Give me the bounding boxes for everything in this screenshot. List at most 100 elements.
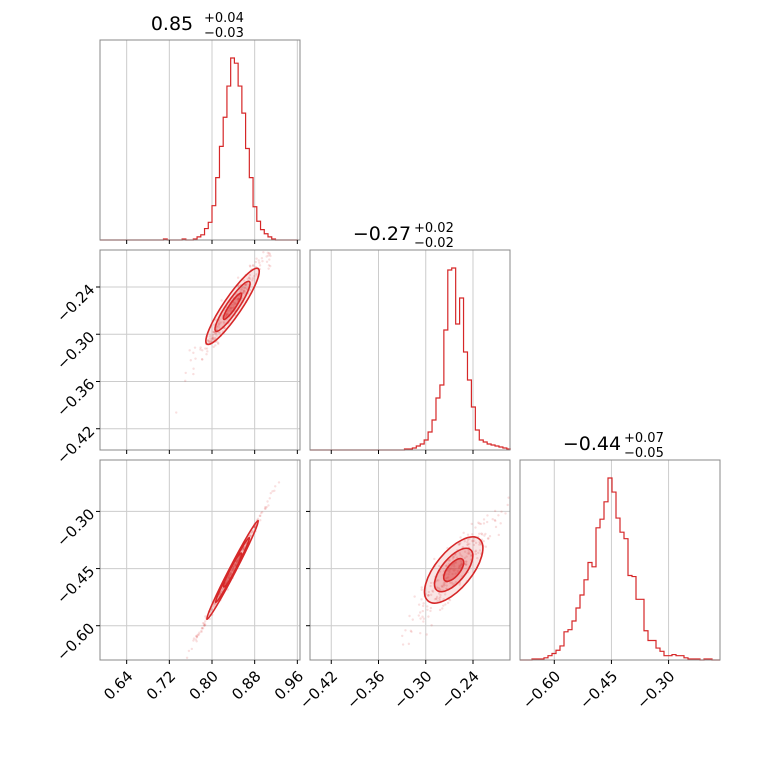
sample-point bbox=[245, 283, 248, 287]
sample-point bbox=[447, 575, 450, 579]
sample-point bbox=[213, 331, 216, 334]
sample-point bbox=[431, 589, 434, 592]
sample-point bbox=[229, 574, 232, 577]
sample-point bbox=[219, 321, 223, 324]
sample-point bbox=[435, 597, 438, 601]
sample-point bbox=[229, 572, 232, 575]
sample-point bbox=[246, 277, 249, 281]
sample-point bbox=[248, 264, 252, 267]
sample-point bbox=[227, 309, 230, 312]
sample-point bbox=[435, 586, 439, 589]
sample-point bbox=[235, 560, 238, 563]
sample-point bbox=[454, 553, 457, 557]
sample-point bbox=[429, 609, 432, 613]
sample-point bbox=[452, 569, 456, 572]
sample-point bbox=[231, 568, 234, 572]
sample-point bbox=[229, 306, 233, 309]
sample-point bbox=[479, 542, 482, 545]
sample-point bbox=[482, 540, 485, 543]
sample-point bbox=[271, 490, 274, 493]
sample-point bbox=[472, 543, 476, 547]
sample-point bbox=[200, 627, 204, 630]
sample-point bbox=[458, 543, 461, 546]
sample-point bbox=[409, 629, 413, 633]
sample-point bbox=[437, 592, 441, 595]
sample-point bbox=[438, 564, 441, 568]
sample-point bbox=[197, 633, 201, 636]
sample-point bbox=[234, 564, 237, 567]
sample-point bbox=[268, 251, 271, 255]
sample-point bbox=[226, 579, 229, 582]
x-tick-label: 0.72 bbox=[143, 667, 179, 703]
sample-point bbox=[458, 564, 461, 567]
sample-point bbox=[194, 638, 197, 641]
y-tick-label: −0.36 bbox=[53, 375, 98, 420]
sample-point bbox=[427, 594, 430, 597]
sample-point bbox=[483, 534, 486, 537]
x-tick-label: −0.30 bbox=[633, 667, 678, 712]
sample-point bbox=[267, 254, 270, 257]
sample-point bbox=[242, 279, 246, 282]
sample-point bbox=[268, 497, 271, 500]
contour-level-1 bbox=[205, 519, 260, 621]
sample-point bbox=[243, 289, 246, 293]
sample-point bbox=[225, 312, 229, 316]
sample-point bbox=[226, 588, 230, 591]
sample-point bbox=[251, 264, 255, 268]
sample-point bbox=[228, 573, 231, 577]
sample-point bbox=[195, 636, 199, 639]
sample-point bbox=[206, 339, 210, 342]
sample-point bbox=[260, 511, 263, 515]
sample-point bbox=[433, 598, 437, 601]
contour-level-3 bbox=[222, 552, 243, 588]
sample-point bbox=[427, 615, 430, 618]
sample-point bbox=[255, 257, 258, 260]
sample-point bbox=[477, 521, 480, 524]
sample-point bbox=[190, 647, 194, 651]
sample-point bbox=[232, 565, 235, 569]
sample-point bbox=[255, 273, 258, 276]
panel-frame bbox=[99, 249, 301, 451]
panel-frame bbox=[99, 39, 301, 241]
sample-point bbox=[451, 572, 454, 576]
sample-point bbox=[457, 566, 461, 570]
sample-point bbox=[448, 568, 452, 571]
sample-point bbox=[230, 569, 234, 572]
sample-point bbox=[198, 631, 201, 634]
sample-point bbox=[442, 585, 445, 588]
sample-point bbox=[442, 582, 446, 585]
sample-point bbox=[458, 542, 461, 546]
sample-point bbox=[473, 539, 476, 543]
sample-point bbox=[192, 372, 195, 376]
contour-level-3 bbox=[222, 292, 243, 321]
sample-point bbox=[234, 564, 237, 568]
histogram-panel-3: −0.44 +0.07−0.05 bbox=[519, 431, 721, 664]
sample-point bbox=[262, 251, 265, 254]
sample-point bbox=[459, 536, 462, 539]
sample-point bbox=[207, 341, 211, 344]
sample-point bbox=[460, 563, 463, 566]
sample-point bbox=[487, 537, 490, 540]
sample-point bbox=[230, 307, 233, 310]
sample-point bbox=[185, 656, 189, 660]
sample-point bbox=[451, 583, 454, 586]
sample-point bbox=[431, 590, 435, 593]
sample-point bbox=[240, 287, 244, 290]
sample-point bbox=[421, 609, 425, 613]
sample-point bbox=[494, 525, 498, 529]
sample-point bbox=[410, 630, 413, 634]
sample-point bbox=[265, 260, 269, 264]
sample-point bbox=[192, 637, 196, 640]
sample-point bbox=[229, 571, 233, 575]
histogram-line bbox=[310, 267, 511, 451]
sample-point bbox=[435, 595, 439, 598]
sample-point bbox=[474, 549, 478, 552]
sample-point bbox=[264, 505, 267, 509]
sample-point bbox=[429, 584, 432, 588]
sample-point bbox=[460, 561, 463, 564]
sample-point bbox=[454, 580, 458, 584]
sample-point bbox=[422, 620, 425, 623]
param-err-minus-3: −0.05 bbox=[624, 446, 664, 461]
sample-point bbox=[201, 358, 204, 361]
